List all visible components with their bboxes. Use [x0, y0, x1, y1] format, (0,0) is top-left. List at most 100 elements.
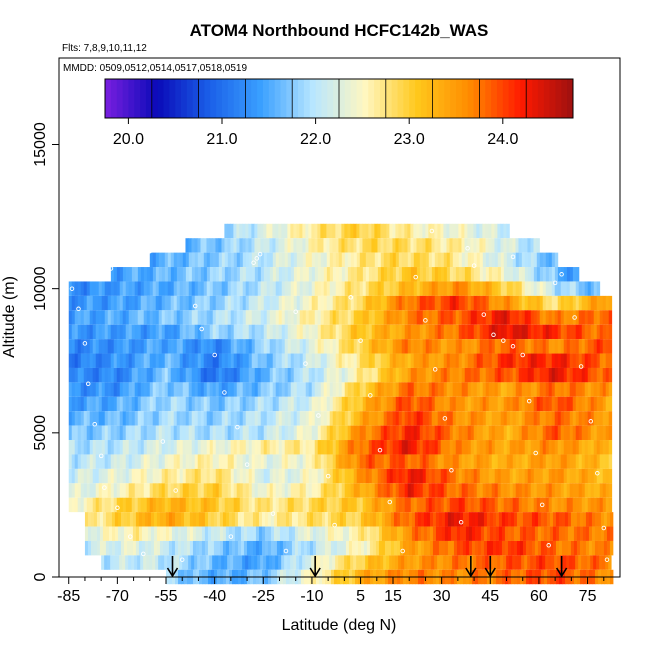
- heatmap-cell: [293, 324, 298, 340]
- sample-point: [588, 419, 594, 424]
- heatmap-cell: [374, 367, 379, 383]
- heatmap-cell: [539, 468, 544, 484]
- heatmap-cell: [146, 440, 151, 455]
- heatmap-cell: [410, 223, 414, 239]
- heatmap-cell: [275, 295, 280, 311]
- heatmap-cell: [122, 353, 127, 368]
- heatmap-cell: [410, 367, 415, 383]
- heatmap-cell: [120, 512, 125, 527]
- heatmap-cell: [599, 425, 604, 441]
- heatmap-cell: [561, 540, 566, 556]
- heatmap-cell: [428, 238, 432, 253]
- heatmap-cell: [164, 267, 169, 282]
- heatmap-cell: [417, 526, 422, 541]
- heatmap-cell: [482, 396, 487, 412]
- heatmap-cell: [341, 324, 346, 340]
- heatmap-cell: [422, 396, 427, 412]
- heatmap-cell: [599, 382, 604, 397]
- heatmap-cell: [176, 367, 181, 383]
- heatmap-cell: [545, 425, 550, 441]
- heatmap-cell: [602, 353, 607, 368]
- heatmap-cell: [146, 382, 151, 397]
- heatmap-cell: [326, 367, 331, 383]
- sample-point: [115, 505, 120, 511]
- heatmap-cell: [584, 367, 589, 383]
- heatmap-cell: [129, 540, 134, 556]
- heatmap-cell: [80, 396, 85, 412]
- heatmap-cell: [515, 238, 519, 253]
- heatmap-cell: [518, 367, 523, 383]
- heatmap-cell: [260, 440, 265, 455]
- heatmap-cell: [320, 425, 325, 441]
- heatmap-cell: [308, 468, 313, 484]
- heatmap-cell: [257, 367, 262, 383]
- heatmap-cell: [158, 440, 163, 455]
- heatmap-cell: [221, 238, 225, 253]
- heatmap-cell: [498, 540, 503, 556]
- heatmap-cell: [537, 526, 542, 541]
- heatmap-cell: [182, 353, 187, 368]
- heatmap-cell: [215, 281, 220, 296]
- heatmap-cell: [125, 367, 130, 383]
- heatmap-cell: [326, 411, 331, 426]
- heatmap-layer: [68, 382, 613, 397]
- heatmap-cell: [305, 425, 310, 441]
- heatmap-cell: [542, 324, 547, 340]
- heatmap-cell: [473, 367, 478, 383]
- heatmap-cell: [236, 396, 241, 412]
- heatmap-cell: [518, 425, 523, 441]
- heatmap-cell: [392, 382, 397, 397]
- heatmap-cell: [185, 454, 190, 469]
- heatmap-cell: [131, 310, 136, 325]
- heatmap-cell: [485, 324, 490, 340]
- heatmap-cell: [486, 512, 491, 527]
- heatmap-cell: [135, 512, 140, 527]
- heatmap-cell: [512, 425, 517, 441]
- heatmap-cell: [279, 540, 284, 556]
- heatmap-cell: [419, 310, 424, 325]
- heatmap-cell: [356, 382, 361, 397]
- heatmap-cell: [242, 555, 246, 570]
- heatmap-cell: [90, 512, 95, 527]
- heatmap-cell: [167, 324, 172, 340]
- heatmap-cell: [470, 454, 475, 469]
- heatmap-cell: [230, 267, 235, 282]
- heatmap-cell: [185, 339, 190, 354]
- heatmap-cell: [473, 411, 478, 426]
- heatmap-cell: [356, 324, 361, 340]
- heatmap-cell: [383, 281, 388, 296]
- heatmap-cell: [338, 411, 343, 426]
- heatmap-cell: [188, 555, 192, 570]
- heatmap-cell: [521, 440, 526, 455]
- heatmap-cell: [410, 425, 415, 441]
- heatmap-cell: [383, 497, 388, 513]
- heatmap-cell: [416, 411, 421, 426]
- heatmap-cell: [245, 382, 250, 397]
- heatmap-cell: [170, 353, 175, 368]
- heatmap-cell: [425, 353, 430, 368]
- heatmap-cell: [203, 238, 207, 253]
- heatmap-cell: [329, 353, 334, 368]
- heatmap-cell: [512, 454, 517, 469]
- heatmap-cell: [321, 512, 326, 527]
- heatmap-cell: [236, 281, 241, 296]
- heatmap-cell: [260, 425, 265, 441]
- heatmap-cell: [458, 281, 463, 296]
- heatmap-cell: [422, 281, 427, 296]
- heatmap-cell: [576, 512, 581, 527]
- heatmap-cell: [503, 367, 508, 383]
- colorbar-cell: [491, 79, 498, 118]
- heatmap-cell: [323, 411, 328, 426]
- heatmap-cell: [425, 497, 430, 513]
- heatmap-cell: [353, 382, 358, 397]
- heatmap-cell: [170, 295, 175, 311]
- heatmap-cell: [395, 252, 400, 268]
- heatmap-cell: [347, 440, 352, 455]
- heatmap-cell: [186, 512, 191, 527]
- heatmap-cell: [204, 540, 209, 556]
- heatmap-cell: [332, 267, 337, 282]
- heatmap-cell: [539, 440, 544, 455]
- heatmap-cell: [479, 223, 483, 239]
- heatmap-cell: [575, 468, 580, 484]
- heatmap-cell: [176, 267, 181, 282]
